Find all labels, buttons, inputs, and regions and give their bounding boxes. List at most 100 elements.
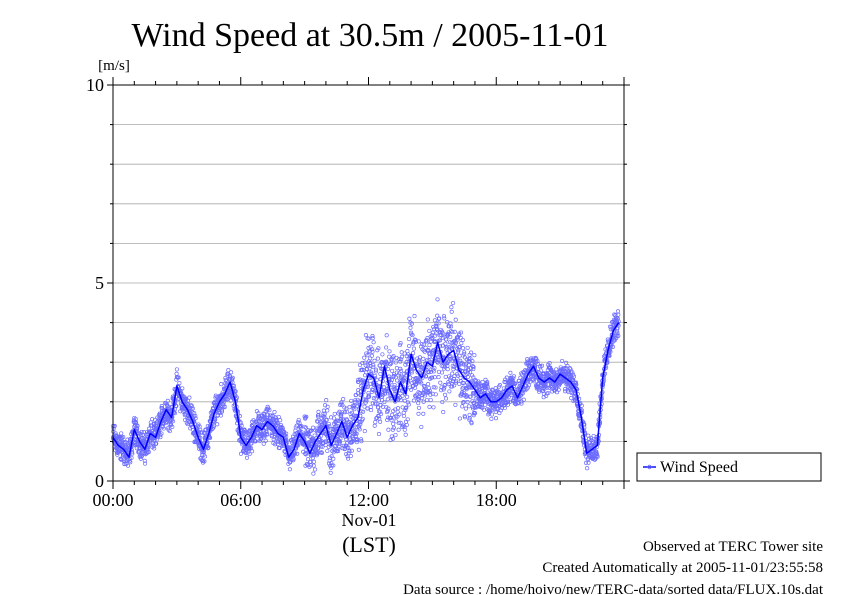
data-point — [371, 364, 376, 370]
data-point — [150, 417, 155, 422]
data-point — [122, 461, 127, 466]
data-point — [538, 368, 543, 373]
data-point — [384, 333, 389, 338]
data-point — [399, 368, 404, 373]
data-point — [167, 429, 172, 434]
data-point — [319, 450, 324, 455]
data-point — [445, 320, 450, 325]
data-point — [449, 305, 454, 310]
data-point — [346, 445, 351, 450]
data-point — [346, 456, 351, 461]
series-line-wind-speed — [112, 322, 620, 458]
data-point — [159, 404, 164, 409]
data-point — [376, 414, 381, 419]
data-point — [421, 342, 426, 347]
footer-created: Created Automatically at 2005-11-01/23:5… — [542, 560, 823, 576]
data-point — [272, 410, 277, 415]
data-point — [426, 382, 431, 387]
data-point — [371, 363, 376, 368]
data-point — [255, 419, 260, 424]
data-point — [241, 434, 246, 439]
data-point — [403, 406, 408, 411]
data-point — [376, 405, 381, 410]
data-point — [378, 419, 383, 424]
data-point — [409, 321, 414, 326]
data-point — [404, 405, 409, 410]
data-point — [316, 442, 321, 447]
data-point — [468, 356, 473, 361]
data-point — [404, 422, 409, 428]
data-point — [599, 401, 604, 406]
data-point — [470, 364, 475, 369]
data-point — [315, 450, 320, 455]
data-point — [324, 417, 329, 422]
data-point — [560, 358, 565, 364]
data-point — [359, 437, 364, 442]
data-point — [413, 339, 418, 344]
data-point — [616, 312, 621, 317]
data-point — [431, 405, 436, 410]
data-point — [295, 451, 300, 456]
data-point — [583, 460, 589, 465]
data-point — [391, 425, 396, 430]
data-point — [315, 419, 320, 424]
data-point — [506, 395, 511, 400]
data-point — [470, 373, 475, 378]
data-point — [498, 408, 503, 413]
data-point — [265, 432, 270, 437]
data-point — [363, 333, 368, 338]
data-point — [446, 344, 451, 350]
data-point — [449, 324, 454, 329]
data-point — [258, 432, 263, 437]
data-point — [186, 402, 191, 407]
x-axis-label: (LST) — [342, 532, 396, 557]
data-point — [574, 382, 579, 387]
data-point — [215, 422, 220, 427]
data-point — [336, 449, 341, 454]
data-point — [365, 353, 370, 358]
data-point — [525, 385, 530, 390]
data-point — [595, 454, 600, 459]
data-point — [389, 418, 394, 423]
data-point — [424, 374, 429, 379]
data-point — [469, 421, 474, 426]
data-point — [468, 350, 474, 355]
data-point — [247, 451, 252, 457]
data-point — [420, 347, 425, 352]
data-point — [437, 316, 442, 321]
data-point — [352, 403, 357, 408]
data-point — [433, 339, 438, 344]
data-point — [365, 406, 370, 411]
data-point — [405, 394, 410, 399]
data-point — [465, 400, 470, 405]
data-point — [428, 376, 433, 381]
data-point — [363, 400, 368, 405]
data-point — [431, 385, 436, 390]
data-point — [562, 375, 567, 380]
data-point — [357, 377, 363, 382]
data-point — [391, 421, 396, 426]
data-point — [485, 383, 490, 388]
data-point — [442, 316, 447, 321]
data-point — [397, 395, 402, 400]
data-point — [402, 427, 407, 432]
data-point — [453, 317, 458, 322]
data-point — [440, 330, 445, 335]
data-point — [585, 466, 590, 471]
data-point — [369, 408, 374, 413]
data-point — [376, 346, 381, 351]
data-point — [433, 385, 438, 390]
data-point — [387, 349, 392, 354]
data-point — [476, 379, 481, 384]
data-point — [467, 412, 472, 417]
data-point — [539, 363, 545, 368]
data-point — [418, 367, 423, 372]
data-point — [218, 413, 223, 418]
data-point — [397, 371, 402, 376]
data-point — [393, 414, 399, 419]
data-point — [382, 399, 387, 405]
data-point — [367, 394, 372, 399]
data-point — [340, 433, 345, 438]
data-point — [363, 363, 368, 368]
x-tick-label: 12:00 — [348, 490, 389, 510]
